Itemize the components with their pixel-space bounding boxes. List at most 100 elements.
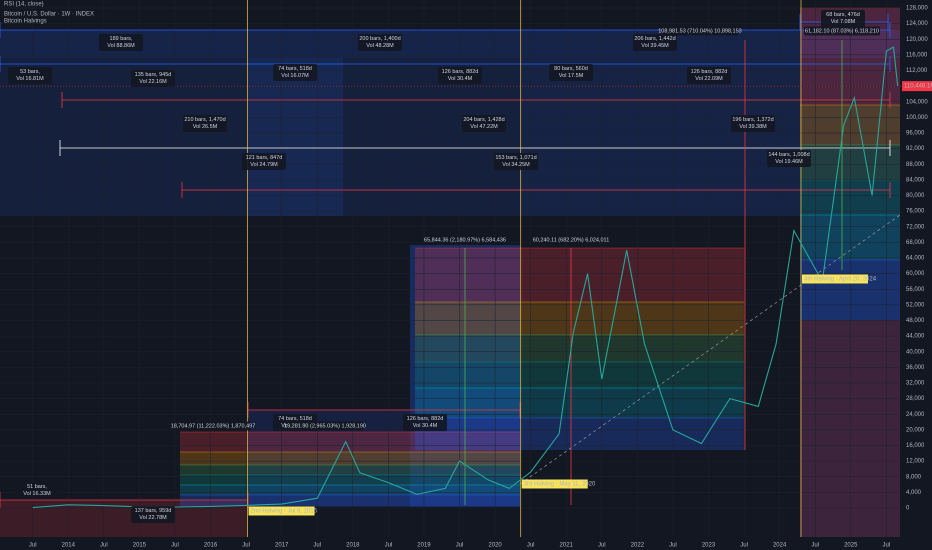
y-tick-label: 16,000 xyxy=(906,443,925,449)
range-label: 108,981.53 (710.04%) 10,898,153 xyxy=(658,28,742,34)
range-box xyxy=(662,26,738,36)
measure-label: Vol 39.38M xyxy=(739,124,767,130)
y-tick-label: 44,000 xyxy=(906,334,925,340)
last-price-label: 110,448.16 xyxy=(904,84,932,90)
x-tick-label: 2025 xyxy=(844,543,858,549)
zone xyxy=(520,58,800,216)
zone xyxy=(180,485,520,495)
x-tick-label: 2018 xyxy=(346,543,360,549)
measure-label: Vol 16.33M xyxy=(23,491,51,497)
measure-box xyxy=(549,64,593,81)
range-box xyxy=(287,421,363,431)
x-tick-label: Jul xyxy=(811,543,819,549)
measure-box xyxy=(731,115,775,132)
zone xyxy=(800,260,900,320)
measure-box xyxy=(767,150,811,167)
halving-box xyxy=(248,506,315,516)
measure-label: 126 bars, 882d xyxy=(407,416,444,422)
zone xyxy=(0,30,900,58)
y-tick-label: 52,000 xyxy=(906,302,925,308)
y-tick-label: 72,000 xyxy=(906,224,925,230)
zone xyxy=(415,335,745,362)
measure-label: 189 bars, xyxy=(110,36,133,42)
measure-label: 74 bars, 518d xyxy=(278,66,312,72)
zone xyxy=(800,145,900,180)
range-box xyxy=(804,26,880,36)
measure-box xyxy=(821,10,865,27)
measure-label: Vol 34.25M xyxy=(502,162,530,168)
measure-label: Vol 26.5M xyxy=(193,124,218,130)
measure-label: 137 bars, 959d xyxy=(135,508,172,514)
zone xyxy=(180,465,520,475)
range-box xyxy=(427,235,503,245)
zone xyxy=(180,475,520,485)
measure-label: 204 bars, 1,428d xyxy=(463,117,504,123)
x-tick-label: 2017 xyxy=(275,543,289,549)
y-tick-label: 40,000 xyxy=(906,349,925,355)
y-tick-label: 76,000 xyxy=(906,209,925,215)
y-tick-label: 4,000 xyxy=(906,490,922,496)
range-label: 60,240.11 (682.20%) 6,024,011 xyxy=(533,237,610,243)
x-tick-label: 2016 xyxy=(204,543,218,549)
zone xyxy=(800,180,900,215)
range-box xyxy=(533,235,609,245)
measure-box xyxy=(403,414,447,431)
x-tick-label: 2020 xyxy=(488,543,502,549)
x-tick-label: 2021 xyxy=(560,543,574,549)
measure-box xyxy=(462,115,506,132)
measure-label: 210 bars, 1,470d xyxy=(184,117,225,123)
y-tick-label: 100,000 xyxy=(906,115,928,121)
y-tick-label: 28,000 xyxy=(906,396,925,402)
measure-label: Vol 24.79M xyxy=(250,162,278,168)
measure-box xyxy=(8,67,52,84)
x-tick-label: Jul xyxy=(527,543,535,549)
axes: 0 4,000 8,000 12,000 16,000 20,000 24,000 28,00… xyxy=(29,6,932,549)
zone xyxy=(180,452,520,465)
measure-label: 121 bars, 847d xyxy=(246,155,283,161)
y-tick-label: 36,000 xyxy=(906,365,925,371)
x-tick-label: Jul xyxy=(598,543,606,549)
zone xyxy=(415,248,745,302)
measure-box xyxy=(242,153,286,170)
range-label: 65,844.36 (2,180.97%) 6,584,436 xyxy=(424,237,506,243)
y-tick-label: 80,000 xyxy=(906,193,925,199)
measure-box xyxy=(131,506,175,523)
measure-label: 200 bars, 1,400d xyxy=(359,36,400,42)
measure-label: 74 bars, 518d xyxy=(278,416,312,422)
halving-label: 4th Halving - April 20, 2024 xyxy=(804,277,877,283)
measure-label: Vol 22.78M xyxy=(139,515,167,521)
chart-title: Bitcoin / U.S. Dollar · 1W · INDEX xyxy=(4,12,94,18)
measure-label: Vol 22.16M xyxy=(139,79,167,85)
measure-label: Vol 19.46M xyxy=(775,159,803,165)
range-label: 19,281.90 (2,965.03%) 1,928,190 xyxy=(284,423,366,429)
indicator-label: RSI (14, close) xyxy=(4,2,44,8)
measure-label: 206 bars, 1,442d xyxy=(634,36,675,42)
zone xyxy=(415,418,745,450)
measure-label: 68 bars, 476d xyxy=(826,12,860,18)
zone xyxy=(415,388,745,418)
x-tick-label: Jul xyxy=(385,543,393,549)
range-label: 18,704.97 (11,222.03%) 1,870,497 xyxy=(171,423,256,429)
drawings xyxy=(0,0,901,540)
y-tick-label: 68,000 xyxy=(906,240,925,246)
x-tick-label: 2019 xyxy=(417,543,431,549)
halving-label: 2nd Halving - Jul 9, 2016 xyxy=(251,509,318,515)
measure-label: 53 bars, xyxy=(20,69,40,75)
measure-label: Vol 22.09M xyxy=(695,76,723,82)
zone xyxy=(415,362,745,388)
x-tick-label: Jul xyxy=(242,543,250,549)
x-tick-label: Jul xyxy=(456,543,464,549)
measure-label: Vol 7.08M xyxy=(831,19,856,25)
annotations: 2nd Halving - Jul 9, 2016 3rd Halving - M… xyxy=(8,10,880,523)
measure-label: Vol 88.86M xyxy=(107,43,135,49)
measure-label: 135 bars, 945d xyxy=(135,72,172,78)
halving-box xyxy=(521,479,588,489)
y-tick-label: 56,000 xyxy=(906,287,925,293)
measure-box xyxy=(183,115,227,132)
measure-box xyxy=(273,64,317,81)
measure-label: 153 bars, 1,071d xyxy=(495,155,536,161)
measure-box xyxy=(438,67,482,84)
zone xyxy=(180,432,520,452)
y-tick-label: 64,000 xyxy=(906,256,925,262)
